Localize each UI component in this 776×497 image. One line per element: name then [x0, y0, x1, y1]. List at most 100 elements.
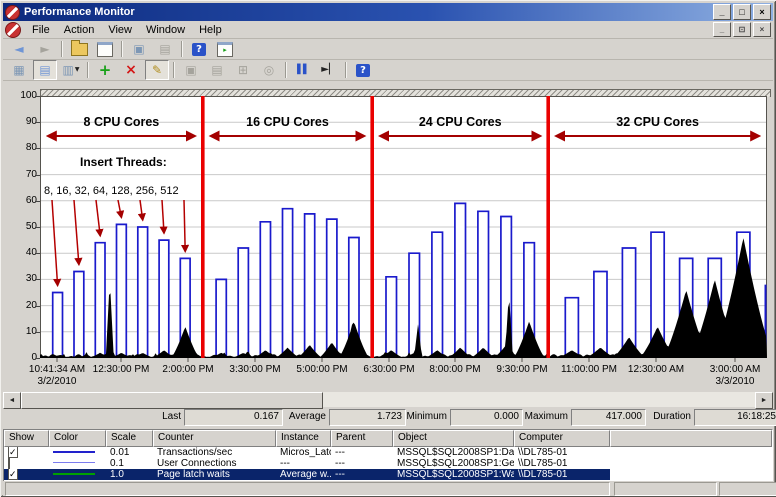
scrollbar-thumb[interactable] [21, 392, 323, 409]
mdi-minimize-button[interactable]: _ [713, 22, 731, 37]
menu-window[interactable]: Window [145, 23, 186, 36]
view-log-data-button[interactable]: ▤ [33, 60, 57, 80]
scroll-left-button[interactable]: ◄ [3, 392, 21, 409]
menu-action[interactable]: Action [63, 23, 95, 36]
menu-view[interactable]: View [108, 23, 132, 36]
view-current-activity-button[interactable]: ▦ [7, 60, 31, 80]
legend-filler-cell [610, 469, 772, 480]
highlight-button[interactable]: ✎ [145, 60, 169, 80]
chart-help-button[interactable]: ? [351, 60, 375, 80]
show-console-tree-button[interactable] [93, 39, 117, 59]
legend-scale-cell: 0.1 [110, 458, 124, 469]
show-checkbox[interactable] [8, 458, 10, 469]
update-data-button[interactable]: ►▏ [317, 60, 341, 80]
legend-computer-cell: \\DL785-01 [514, 469, 610, 480]
legend-computer-cell: \\DL785-01 [518, 458, 568, 469]
mdi-restore-icon: ⊡ [738, 24, 746, 34]
transactions-pulse [237, 247, 250, 358]
x-axis-label: 8:00:00 PM [429, 364, 481, 375]
paste-counter-list-button[interactable]: ▤ [205, 60, 229, 80]
scroll-left-icon: ◄ [8, 397, 16, 404]
thread-annotation-arrow [159, 199, 168, 235]
legend-counter-cell: User Connections [157, 458, 237, 469]
x-axis-label: 6:30:00 PM [363, 364, 415, 375]
show-checkbox[interactable]: ✓ [8, 447, 18, 458]
console-tree-icon [97, 41, 113, 57]
scrollbar-track[interactable] [323, 392, 755, 407]
section-label: 8 CPU Cores [84, 115, 160, 129]
x-axis-label: 2:00:00 PM [162, 364, 214, 375]
section-divider-line [370, 96, 374, 358]
minimize-button[interactable]: _ [713, 4, 731, 20]
legend-column-header[interactable]: Parent [331, 430, 393, 447]
delete-counter-button[interactable]: × [119, 60, 143, 80]
legend-color-cell [49, 469, 106, 480]
legend-object-cell: MSSQL$SQL2008SP1:Gener... [397, 458, 514, 469]
forward-button[interactable]: ► [33, 39, 57, 59]
legend-row[interactable]: ✓ 0.01 Transactions/sec Micros_Latc... --- MS… [4, 447, 772, 458]
status-panel [5, 482, 610, 496]
legend-row[interactable]: ✓ 1.0 Page latch waits Average w... --- MSSQL… [4, 469, 772, 480]
print-button[interactable]: ▤ [153, 39, 177, 59]
legend-object-cell: MSSQL$SQL2008SP1:Datab... [397, 447, 514, 458]
thread-annotation-arrow [180, 199, 190, 254]
chart-top-hatch [40, 89, 771, 97]
paste-icon: ▤ [211, 63, 223, 77]
export-button[interactable] [67, 39, 91, 59]
highlight-pencil-icon: ✎ [151, 63, 163, 77]
transactions-pulse [431, 231, 444, 358]
scroll-right-button[interactable]: ► [755, 392, 773, 409]
help-button[interactable]: ? [187, 39, 211, 59]
forward-icon: ► [40, 42, 50, 56]
last-label: Last [162, 411, 181, 422]
mdi-minimize-icon: _ [719, 24, 725, 34]
zoom-button[interactable]: ◎ [257, 60, 281, 80]
freeze-display-button[interactable]: ▌▌ [291, 60, 315, 80]
y-axis-tick [36, 279, 40, 281]
legend-column-header[interactable]: Computer [514, 430, 610, 447]
y-axis-label: 70 [25, 168, 37, 180]
insert-threads-values: 8, 16, 32, 64, 128, 256, 512 [44, 185, 179, 197]
menu-file[interactable]: File [32, 23, 50, 36]
latch-waits-series [40, 238, 767, 358]
x-axis-label: 3:30:00 PM [229, 364, 281, 375]
show-checkbox[interactable]: ✓ [8, 469, 18, 480]
maximize-button[interactable]: □ [733, 4, 751, 20]
color-swatch [53, 473, 95, 475]
legend-column-header[interactable] [610, 430, 772, 447]
add-counter-button[interactable]: + [93, 60, 117, 80]
mdi-close-button[interactable]: × [753, 22, 771, 37]
legend-column-header[interactable]: Instance [276, 430, 331, 447]
print-icon: ▤ [159, 42, 171, 56]
legend-column-header[interactable]: Object [393, 430, 514, 447]
back-button[interactable]: ◄ [7, 39, 31, 59]
mdi-restore-button[interactable]: ⊡ [733, 22, 751, 37]
menu-help[interactable]: Help [199, 23, 222, 36]
legend-column-header[interactable]: Show [4, 430, 49, 447]
thread-annotation-arrow [137, 199, 146, 222]
new-window-button[interactable]: ▸ [213, 39, 237, 59]
view-log-data-icon: ▤ [39, 63, 51, 77]
properties-window-button[interactable]: ▣ [127, 39, 151, 59]
legend-column-header[interactable]: Counter [153, 430, 276, 447]
y-axis-label: 20 [25, 299, 37, 311]
legend-column-header[interactable]: Scale [106, 430, 153, 447]
toolbar-chart: ▦ ▤ ▥ ▼ + × ✎ ▣ ▤ ⊞ ◎ ▌▌ ►▏ ? [3, 60, 773, 81]
transactions-pulse [215, 278, 228, 358]
window-title: Performance Monitor [24, 6, 135, 18]
copy-properties-button[interactable]: ▣ [179, 60, 203, 80]
legend-row[interactable]: 0.1 User Connections --- --- MSSQL$SQL2008SP… [4, 458, 772, 469]
y-axis-tick [36, 358, 40, 359]
value-bar: Last 0.167 Average 1.723 Minimum 0.000 M… [3, 409, 776, 427]
status-bar [3, 481, 776, 496]
close-icon: × [759, 6, 765, 17]
properties-button[interactable]: ⊞ [231, 60, 255, 80]
x-axis-label: 11:00:00 PM [561, 364, 617, 375]
close-button[interactable]: × [753, 4, 771, 20]
average-value: 1.723 [329, 409, 406, 426]
duration-value: 16:18:25 [694, 409, 776, 426]
dropdown-arrow-icon: ▼ [74, 66, 80, 73]
legend-instance-cell: Micros_Latc... [280, 447, 331, 458]
legend-column-header[interactable]: Color [49, 430, 106, 447]
change-graph-type-button[interactable]: ▥ ▼ [59, 60, 83, 80]
